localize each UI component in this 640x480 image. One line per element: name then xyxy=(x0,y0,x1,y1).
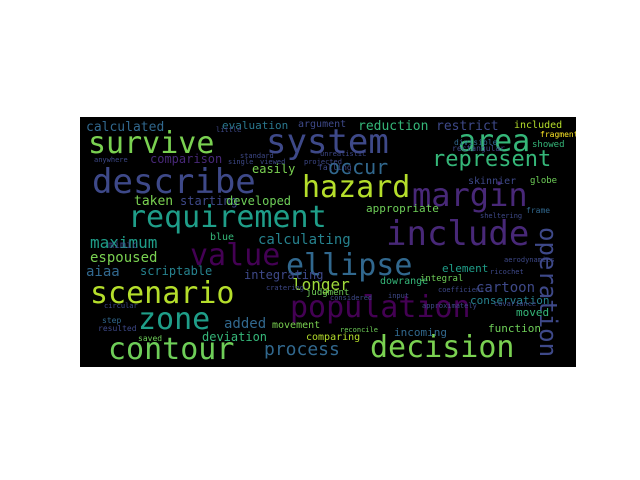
word-aiaa: aiaa xyxy=(86,264,120,280)
word-function: function xyxy=(488,322,541,335)
word-taken: taken xyxy=(134,194,174,209)
word-conservation: conservation xyxy=(470,294,550,307)
word-process: process xyxy=(264,339,340,360)
word-ellipse: ellipse xyxy=(286,248,413,283)
word-movement: movement xyxy=(272,320,321,331)
word-longer: longer xyxy=(292,275,350,294)
word-input: input xyxy=(388,292,410,300)
word-approximately: approximately xyxy=(422,302,477,310)
word-evaluation: evaluation xyxy=(222,119,289,132)
word-restrict: restrict xyxy=(436,119,499,134)
word-element: element xyxy=(442,262,489,275)
word-operation: operation xyxy=(534,227,562,358)
word-projected: projected xyxy=(304,158,342,166)
word-comparison: comparison xyxy=(150,152,223,166)
word-viewed: viewed xyxy=(260,158,286,166)
word-include: include xyxy=(386,214,530,254)
word-mimic: mimic xyxy=(108,240,139,251)
word-requirement: requirement xyxy=(128,200,327,235)
word-contour: contour xyxy=(108,332,235,367)
word-dowrange: dowrange xyxy=(380,276,429,287)
word-considered: considered xyxy=(330,294,373,302)
word-divisible: divisible xyxy=(454,138,498,147)
word-ricochet: ricochet xyxy=(490,268,524,276)
word-falling: falling xyxy=(318,163,352,172)
word-frame: frame xyxy=(526,206,551,215)
word-coefficient: coefficient xyxy=(438,286,485,294)
word-maximum: maximum xyxy=(90,233,158,252)
word-calculated: calculated xyxy=(86,120,165,135)
word-area: area xyxy=(458,124,531,159)
word-espoused: espoused xyxy=(90,250,158,266)
word-survive: survive xyxy=(88,126,215,161)
word-globe: globe xyxy=(530,176,558,186)
word-system: system xyxy=(266,122,389,162)
word-step: step xyxy=(102,316,122,325)
word-reduction: reduction xyxy=(358,119,429,134)
word-included: included xyxy=(514,120,563,131)
word-skinnier: skinnier xyxy=(468,176,517,187)
word-occur: occur xyxy=(328,155,389,179)
word-saved: saved xyxy=(138,334,163,343)
word-scenario: scenario xyxy=(90,276,235,311)
word-integrating: integrating xyxy=(244,268,324,282)
word-integral: integral xyxy=(420,274,464,284)
word-comparing: comparing xyxy=(306,332,361,343)
word-little: little xyxy=(216,126,242,134)
word-anywhere: anywhere xyxy=(94,156,128,164)
word-reconcile: reconcile xyxy=(340,326,378,334)
word-hazard: hazard xyxy=(302,170,411,205)
word-resulted: resulted xyxy=(98,324,137,333)
word-cloud: survive system area describe hazard occur repr… xyxy=(80,117,576,367)
word-developed: developed xyxy=(226,194,292,208)
word-describe: describe xyxy=(92,162,256,202)
word-represent: represent xyxy=(432,147,552,172)
word-incoming: incoming xyxy=(394,326,447,339)
word-appropriate: appropriate xyxy=(366,202,439,215)
word-blue: blue xyxy=(210,232,235,243)
word-cratering: cratering xyxy=(266,284,304,292)
word-argument: argument xyxy=(298,119,347,130)
word-judgment: judgment xyxy=(306,288,350,298)
word-standard: standard xyxy=(240,152,274,160)
word-fragment: fragment xyxy=(540,130,576,139)
word-added: added xyxy=(224,316,267,332)
word-sheltering: sheltering xyxy=(480,212,523,220)
word-cartoon: cartoon xyxy=(476,280,536,296)
word-value: value xyxy=(190,238,281,273)
word-moved: moved xyxy=(516,306,550,319)
word-rectangular: rectangular xyxy=(452,144,505,153)
word-unrealistic: unrealistic xyxy=(320,150,367,158)
word-starting: starting xyxy=(180,194,238,208)
word-scriptable: scriptable xyxy=(140,264,213,278)
word-margin: margin xyxy=(412,176,528,214)
word-population: population xyxy=(290,290,471,325)
word-zone: zone xyxy=(138,302,211,337)
word-aerodynamics: aerodynamics xyxy=(504,256,555,264)
word-circular: circular xyxy=(104,302,138,310)
word-calculating: calculating xyxy=(258,232,351,248)
word-single: single xyxy=(228,158,254,166)
word-decision: decision xyxy=(370,330,515,365)
word-showed: showed xyxy=(532,140,565,150)
word-deviation: deviation xyxy=(202,330,268,344)
word-easily: easily xyxy=(252,162,296,176)
word-covariance: covariance xyxy=(494,300,537,308)
